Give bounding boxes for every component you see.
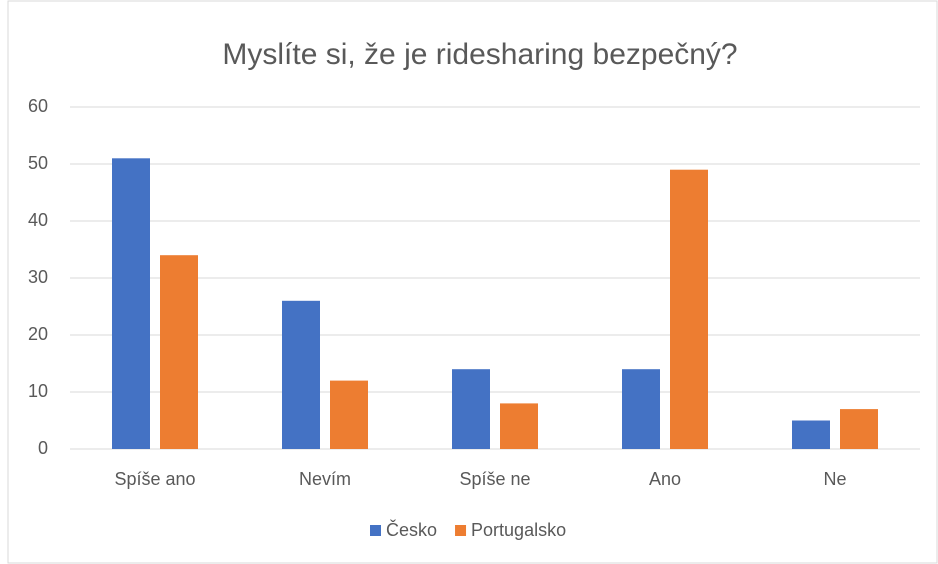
x-tick-label: Ne	[823, 469, 846, 489]
bar	[160, 255, 198, 449]
y-tick-label: 40	[28, 210, 48, 230]
x-tick-label: Ano	[649, 469, 681, 489]
bar	[330, 380, 368, 449]
bar	[112, 158, 150, 450]
y-tick-label: 20	[28, 324, 48, 344]
x-tick-label: Nevím	[299, 469, 351, 489]
legend-label: Česko	[386, 519, 437, 540]
y-tick-label: 60	[28, 96, 48, 116]
legend-swatch	[455, 525, 467, 536]
bar	[670, 169, 708, 449]
y-tick-label: 50	[28, 153, 48, 173]
legend-label: Portugalsko	[471, 520, 566, 540]
bar	[500, 403, 538, 449]
legend-swatch	[370, 525, 381, 536]
bar	[452, 369, 490, 449]
x-tick-label: Spíše ano	[114, 469, 195, 489]
bar	[840, 409, 878, 449]
y-tick-label: 10	[28, 381, 48, 401]
x-tick-label: Spíše ne	[459, 469, 530, 489]
bar	[282, 300, 320, 449]
bar	[622, 369, 660, 449]
y-tick-label: 30	[28, 267, 48, 287]
y-tick-label: 0	[38, 438, 48, 458]
bar	[792, 420, 830, 449]
chart-title: Myslíte si, že je ridesharing bezpečný?	[222, 38, 737, 71]
